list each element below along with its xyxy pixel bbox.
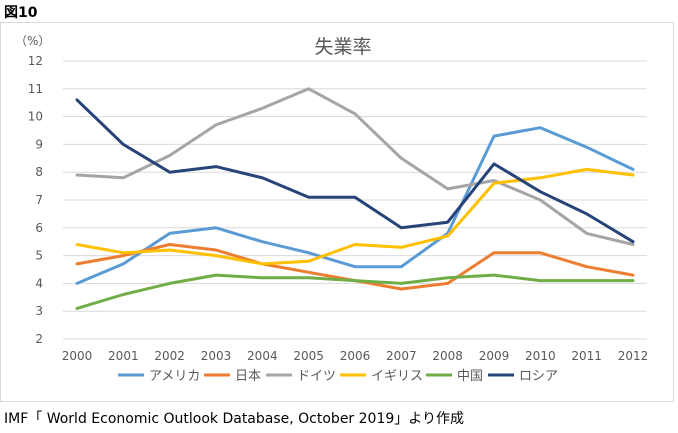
x-tick-label: 2006 bbox=[340, 349, 371, 363]
x-tick-label: 2001 bbox=[108, 349, 139, 363]
y-tick-label: 9 bbox=[35, 137, 43, 151]
y-tick-label: 8 bbox=[35, 165, 43, 179]
y-tick-label: 7 bbox=[35, 193, 43, 207]
y-axis-unit: （%） bbox=[15, 34, 50, 48]
y-axis-ticks: 2 3 4 5 6 7 8 9 10 11 12 bbox=[28, 54, 43, 346]
x-tick-label: 2011 bbox=[571, 349, 602, 363]
x-tick-label: 2000 bbox=[62, 349, 93, 363]
y-tick-label: 12 bbox=[28, 54, 43, 68]
x-tick-label: 2002 bbox=[154, 349, 185, 363]
source-note: IMF「 World Economic Outlook Database, Oc… bbox=[4, 411, 464, 427]
gridlines bbox=[63, 60, 647, 340]
x-tick-label: 2010 bbox=[525, 349, 556, 363]
x-axis-ticks: 2000 2001 2002 2003 2004 2005 2006 2007 2008 2009… bbox=[62, 349, 649, 363]
x-tick-label: 2005 bbox=[293, 349, 324, 363]
x-tick-label: 2004 bbox=[247, 349, 278, 363]
legend-label: アメリカ bbox=[149, 369, 200, 384]
legend-label: ロシア bbox=[519, 369, 558, 384]
series-line-5 bbox=[75, 98, 635, 244]
x-tick-label: 2008 bbox=[432, 349, 463, 363]
series-line-0 bbox=[75, 126, 635, 285]
y-tick-label: 5 bbox=[35, 249, 43, 263]
figure-label: 図10 bbox=[4, 5, 38, 21]
chart-title: 失業率 bbox=[314, 36, 371, 58]
y-tick-label: 4 bbox=[35, 276, 43, 290]
y-tick-label: 3 bbox=[35, 304, 43, 318]
series-line-2 bbox=[75, 87, 635, 246]
legend-label: イギリス bbox=[371, 369, 423, 384]
series-line-4 bbox=[75, 273, 635, 310]
x-tick-label: 2007 bbox=[386, 349, 417, 363]
series-lines bbox=[75, 87, 635, 310]
y-tick-label: 2 bbox=[35, 332, 43, 346]
chart-frame: 失業率 （%） 2 3 4 5 6 7 8 9 10 11 12 2000 2001 2002 2003 2… bbox=[0, 22, 674, 402]
legend: アメリカ 日本 ドイツ イギリス 中国 ロシア bbox=[118, 369, 558, 384]
legend-label: 日本 bbox=[235, 369, 261, 384]
x-tick-label: 2012 bbox=[618, 349, 649, 363]
y-tick-label: 11 bbox=[28, 82, 43, 96]
series-line-3 bbox=[75, 167, 635, 266]
y-tick-label: 6 bbox=[35, 221, 43, 235]
x-tick-label: 2003 bbox=[201, 349, 232, 363]
legend-label: ドイツ bbox=[297, 369, 336, 384]
y-tick-label: 10 bbox=[28, 110, 43, 124]
x-tick-label: 2009 bbox=[479, 349, 510, 363]
legend-label: 中国 bbox=[457, 369, 483, 384]
